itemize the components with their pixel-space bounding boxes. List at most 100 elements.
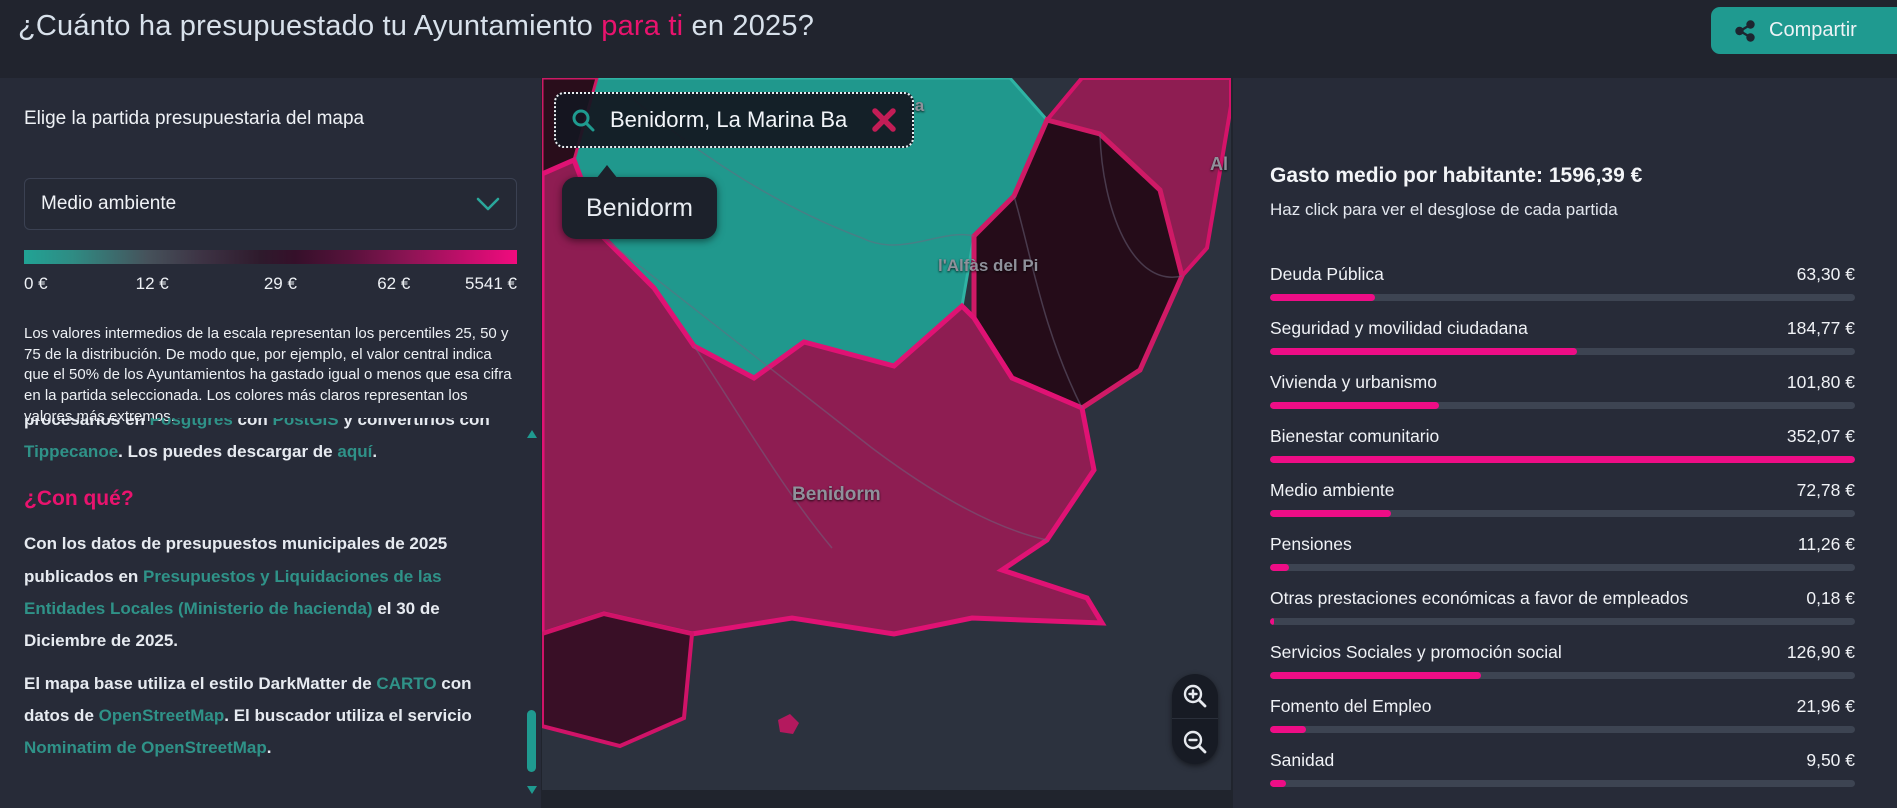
budget-item-name: Vivienda y urbanismo — [1270, 372, 1437, 392]
budget-row[interactable]: Pensiones 11,26 € — [1270, 534, 1855, 571]
budget-row[interactable]: Sanidad 9,50 € — [1270, 750, 1855, 787]
budget-item-value: 9,50 € — [1806, 750, 1855, 770]
budget-item-value: 0,18 € — [1806, 588, 1855, 608]
scale-tick: 29 € — [263, 274, 297, 293]
budget-bar-fill — [1270, 402, 1440, 409]
about-text: Con los datos de presupuestos municipale… — [24, 534, 448, 586]
budget-row[interactable]: Bienestar comunitario 352,07 € — [1270, 426, 1855, 463]
budget-bar-track — [1270, 294, 1855, 301]
budget-item-value: 63,30 € — [1796, 264, 1855, 284]
scale-note: Los valores intermedios de la escala rep… — [24, 325, 512, 425]
search-input[interactable] — [608, 106, 858, 134]
budget-item-value: 101,80 € — [1786, 372, 1855, 392]
map-place-label: Al — [1210, 154, 1228, 174]
map-island — [778, 714, 799, 734]
about-text: ¿Con qué? — [24, 486, 134, 510]
sidebar-link[interactable]: Posgtgres — [149, 418, 233, 429]
budget-bar-fill — [1270, 294, 1376, 301]
about-text: . — [266, 738, 272, 758]
budget-row[interactable]: Servicios Sociales y promoción social 126… — [1270, 642, 1855, 679]
budget-item-value: 21,96 € — [1796, 696, 1855, 716]
scrollbar-thumb[interactable] — [527, 710, 536, 772]
share-button[interactable]: Compartir — [1711, 7, 1897, 54]
budget-row[interactable]: Fomento del Empleo 21,96 € — [1270, 696, 1855, 733]
scale-tick: 62 € — [377, 274, 411, 293]
budget-bar-fill — [1270, 348, 1578, 355]
budget-item-name: Pensiones — [1270, 534, 1352, 554]
budget-item-value: 126,90 € — [1786, 642, 1855, 662]
scroll-up-icon[interactable] — [527, 430, 537, 438]
budget-bar-fill — [1270, 564, 1289, 571]
partida-dropdown[interactable]: Medio ambiente — [24, 178, 517, 230]
sidebar: Elige la partida presupuestaria del mapa… — [0, 78, 541, 808]
budget-bar-track — [1270, 780, 1855, 787]
map-canvas[interactable]: ia l'Alfàs del Pi Benidorm Al Benidorm — [542, 78, 1231, 790]
budget-bar-fill — [1270, 780, 1286, 787]
map-search-box[interactable] — [554, 92, 914, 148]
sidebar-link[interactable]: OpenStreetMap — [98, 705, 225, 725]
budget-item-name: Servicios Sociales y promoción social — [1270, 642, 1562, 662]
municipality-tooltip: Benidorm — [562, 165, 717, 239]
budget-bar-fill — [1270, 456, 1855, 463]
page-title: ¿Cuánto ha presupuestado tu Ayuntamiento… — [18, 10, 814, 43]
about-text: de — [347, 673, 377, 693]
share-icon — [1735, 19, 1755, 42]
title-accent: para ti — [601, 10, 684, 42]
budget-bar-track — [1270, 564, 1855, 571]
about-text: . Los puedes descargar de — [118, 442, 338, 462]
map-region-dark-sw[interactable] — [542, 611, 695, 749]
budget-item-name: Otras prestaciones económicas a favor de… — [1270, 588, 1689, 608]
budget-row[interactable]: Seguridad y movilidad ciudadana 184,77 € — [1270, 318, 1855, 355]
zoom-out-icon — [1183, 730, 1207, 753]
map-region-alfas[interactable] — [971, 117, 1185, 411]
about-text: el 30 de Diciembre de 2025. — [24, 599, 440, 651]
sidebar-link[interactable]: Nominatim de OpenStreetMap — [24, 738, 267, 758]
about-text: El mapa base utiliza el estilo — [24, 673, 259, 693]
app-header: ¿Cuánto ha presupuestado tu Ayuntamiento… — [0, 0, 1897, 78]
scale-tick: 0 € — [24, 274, 48, 293]
about-text: con datos de — [24, 673, 472, 725]
budget-bar-track — [1270, 456, 1855, 463]
sidebar-link[interactable]: CARTO — [376, 673, 437, 693]
zoom-in-icon — [1183, 684, 1207, 708]
zoom-in-button[interactable] — [1172, 674, 1218, 719]
budget-bar-fill — [1270, 510, 1392, 517]
clear-search-icon[interactable] — [870, 106, 898, 134]
zoom-out-button[interactable] — [1172, 719, 1218, 764]
about-paragraph: Con los datos de presupuestos municipale… — [24, 528, 518, 657]
sidebar-link[interactable]: PostGIS — [272, 418, 339, 429]
title-text-end: en 2025? — [683, 10, 815, 42]
sidebar-link[interactable]: Presupuestos y Liquidaciones de las Enti… — [24, 566, 442, 619]
budget-bar-track — [1270, 672, 1855, 679]
budget-bar-fill — [1270, 618, 1274, 625]
dropdown-selected-value: Medio ambiente — [41, 193, 177, 214]
summary-subtitle: Haz click para ver el desglose de cada p… — [1270, 200, 1618, 219]
map-zoom-controls — [1172, 674, 1218, 764]
map-region-benidorm[interactable] — [542, 156, 1107, 637]
chooser-label: Elige la partida presupuestaria del mapa — [24, 108, 365, 129]
budget-bar-track — [1270, 402, 1855, 409]
color-scale-legend — [24, 250, 517, 264]
about-text: con — [232, 418, 273, 429]
budget-bar-track — [1270, 510, 1855, 517]
about-text: . — [372, 442, 378, 462]
scale-ticks: 0 € 12 € 29 € 62 € 5541 € — [24, 274, 517, 296]
scale-tick: 5541 € — [465, 274, 517, 293]
budget-row[interactable]: Medio ambiente 72,78 € — [1270, 480, 1855, 517]
budget-item-value: 72,78 € — [1796, 480, 1855, 500]
budget-row[interactable]: Deuda Pública 63,30 € — [1270, 264, 1855, 301]
about-text: . El buscador utiliza el servicio — [224, 705, 472, 725]
about-text: y convertirlos con — [338, 418, 490, 429]
sidebar-link[interactable]: Tippecanoe — [24, 442, 119, 462]
budget-row[interactable]: Vivienda y urbanismo 101,80 € — [1270, 372, 1855, 409]
scroll-down-icon[interactable] — [527, 786, 537, 794]
budget-item-value: 352,07 € — [1786, 426, 1855, 446]
sidebar-link[interactable]: aquí — [337, 442, 373, 462]
about-paragraph: procesarlos en Posgtgres con PostGIS y c… — [24, 418, 518, 469]
budget-bar-track — [1270, 618, 1855, 625]
budget-item-name: Medio ambiente — [1270, 480, 1395, 500]
sidebar-scrollbar[interactable] — [526, 430, 538, 794]
about-section: procesarlos en Posgtgres con PostGIS y c… — [24, 418, 518, 808]
map-place-label: l'Alfàs del Pi — [938, 256, 1039, 275]
budget-row[interactable]: Otras prestaciones económicas a favor de… — [1270, 588, 1855, 625]
